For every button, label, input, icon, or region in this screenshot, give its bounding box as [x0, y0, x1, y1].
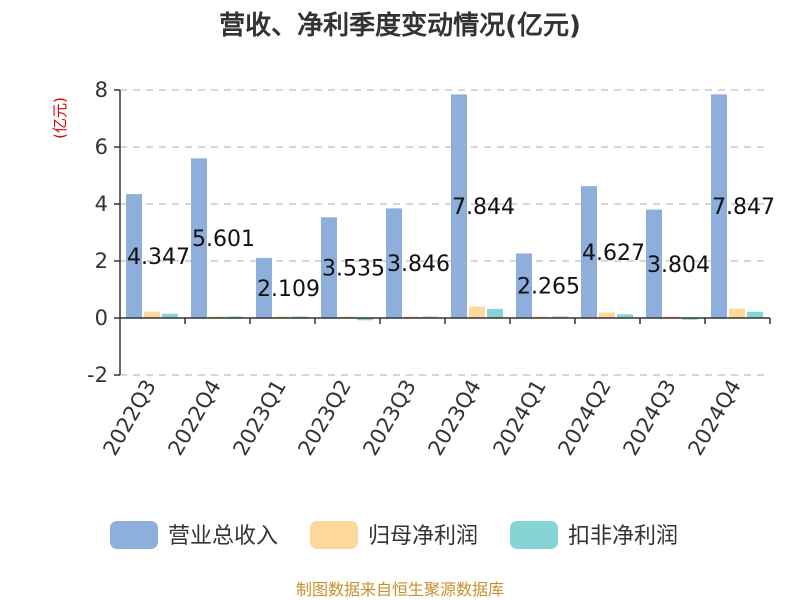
y-tick-label: 6 — [95, 135, 108, 159]
bar — [617, 314, 633, 318]
data-label: 3.846 — [387, 252, 450, 277]
bar — [729, 308, 745, 318]
bar — [711, 94, 727, 318]
bar — [747, 311, 763, 318]
x-tick-label: 2022Q4 — [163, 376, 225, 460]
bar — [487, 308, 503, 318]
data-label: 3.535 — [322, 257, 385, 282]
x-tick-label: 2024Q1 — [488, 376, 550, 460]
data-label: 7.844 — [452, 195, 515, 220]
x-tick-label: 2023Q1 — [228, 376, 290, 460]
x-tick-label: 2024Q2 — [553, 376, 615, 460]
legend-swatch — [110, 521, 158, 549]
data-label: 2.265 — [517, 275, 580, 300]
bar — [516, 253, 532, 318]
x-tick-label: 2024Q4 — [683, 376, 745, 460]
x-tick-label: 2024Q3 — [618, 376, 680, 460]
x-tick-label: 2022Q3 — [98, 376, 160, 460]
data-label: 7.847 — [712, 195, 775, 220]
x-tick-label: 2023Q3 — [358, 376, 420, 460]
bar — [191, 158, 207, 318]
bar — [256, 257, 272, 318]
bar — [321, 217, 337, 318]
bars-layer — [126, 94, 763, 321]
bar — [581, 186, 597, 318]
y-tick-label: -2 — [87, 363, 108, 387]
y-tick-label: 2 — [95, 249, 108, 273]
data-label: 5.601 — [192, 227, 255, 252]
grid-layer — [120, 89, 770, 376]
bar — [451, 94, 467, 318]
bar — [357, 318, 373, 321]
legend: 营业总收入 归母净利润 扣非净利润 — [110, 521, 678, 549]
y-tick-label: 0 — [95, 306, 108, 330]
bar — [599, 312, 615, 318]
legend-swatch — [310, 521, 358, 549]
chart-title: 营收、净利季度变动情况(亿元) — [219, 10, 581, 41]
x-tick-label: 2023Q4 — [423, 376, 485, 460]
data-label: 2.109 — [257, 277, 320, 302]
bar — [126, 194, 142, 318]
y-tick-label: 8 — [95, 78, 108, 102]
bar — [162, 313, 178, 318]
legend-label: 归母净利润 — [368, 524, 478, 549]
source-note: 制图数据来自恒生聚源数据库 — [296, 580, 504, 599]
y-axis-unit-label: (亿元) — [51, 97, 69, 139]
legend-label: 扣非净利润 — [568, 524, 678, 549]
legend-label: 营业总收入 — [168, 524, 278, 549]
y-tick-label: 4 — [95, 192, 108, 216]
data-label: 4.627 — [582, 241, 645, 266]
bar — [682, 318, 698, 320]
legend-swatch — [510, 521, 558, 549]
data-label: 4.347 — [127, 245, 190, 270]
bar — [144, 311, 160, 318]
bar — [646, 209, 662, 318]
data-label: 3.804 — [647, 253, 710, 278]
bar — [469, 306, 485, 318]
x-tick-label: 2023Q2 — [293, 376, 355, 460]
bar — [386, 208, 402, 318]
